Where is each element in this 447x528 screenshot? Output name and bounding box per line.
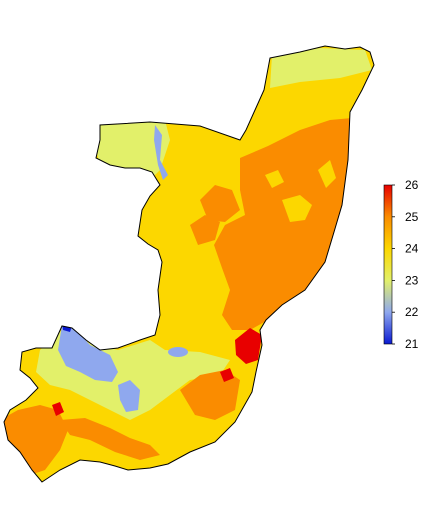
hotspot-southwest-red <box>52 402 64 416</box>
patch-gold-1 <box>282 195 312 222</box>
lake-blue <box>168 347 188 357</box>
region-north-lime <box>270 48 372 88</box>
region-central-orange-2 <box>190 215 220 245</box>
region-east-orange <box>214 118 352 330</box>
region-plateau-blue <box>58 325 118 382</box>
legend-tick-label: 23 <box>405 273 419 287</box>
hotspot-brazzaville-red <box>235 328 262 364</box>
region-south-central-orange <box>180 370 240 420</box>
legend: 26 25 24 23 22 21 <box>383 178 419 351</box>
legend-colorbar <box>383 184 393 345</box>
river-northwest-blue <box>154 125 168 180</box>
patch-gold-2 <box>265 170 284 188</box>
legend-tick-label: 26 <box>405 178 419 192</box>
region-central-orange <box>200 185 240 222</box>
hotspot-south-red <box>220 368 234 382</box>
region-south-orange-band <box>60 418 160 460</box>
region-northwest-lime <box>96 120 170 180</box>
patch-gold-3 <box>318 160 336 188</box>
legend-tick-label: 22 <box>405 305 419 319</box>
legend-tick-label: 24 <box>405 242 419 256</box>
legend-tick-label: 21 <box>405 337 419 351</box>
region-plateau-blue-2 <box>118 380 140 412</box>
legend-ticks: 26 25 24 23 22 21 <box>392 178 419 351</box>
legend-tick-label: 25 <box>405 210 419 224</box>
